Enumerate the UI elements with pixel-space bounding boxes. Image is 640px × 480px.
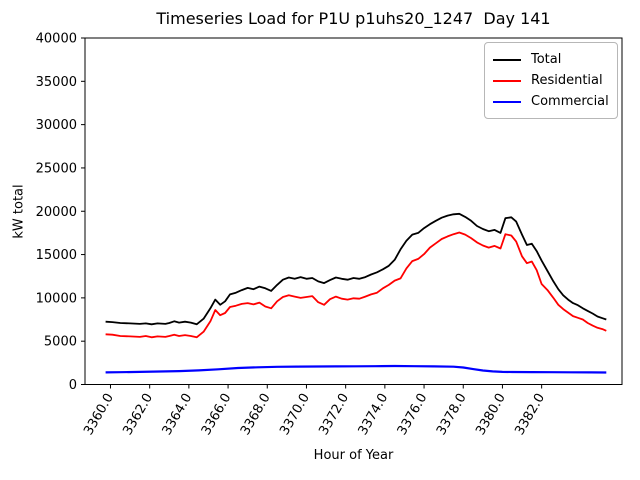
y-axis-label: kW total (11, 184, 27, 239)
x-tick-label: 3370.0 (277, 391, 313, 438)
y-tick-label: 40000 (36, 32, 77, 47)
x-tick-label: 3380.0 (473, 391, 509, 438)
legend-item-commercial: Commercial (493, 91, 609, 112)
y-tick-label: 30000 (36, 118, 77, 133)
legend: Total Residential Commercial (484, 42, 618, 119)
chart-title: Timeseries Load for P1U p1uhs20_1247 Day… (156, 9, 551, 28)
x-tick-label: 3378.0 (434, 391, 470, 438)
x-tick-label: 3382.0 (512, 391, 548, 438)
x-tick-label: 3360.0 (81, 391, 117, 438)
y-tick-label: 0 (69, 378, 77, 393)
y-tick-label: 35000 (36, 75, 77, 90)
legend-label-total: Total (531, 52, 562, 67)
x-tick-label: 3368.0 (238, 391, 274, 438)
total-line-swatch (493, 58, 521, 61)
series-line-total (105, 212, 607, 326)
residential-line-swatch (493, 79, 521, 82)
x-tick-label: 3364.0 (160, 391, 196, 438)
x-tick-label: 3376.0 (395, 391, 431, 438)
x-axis-label: Hour of Year (313, 448, 394, 463)
x-tick-label: 3366.0 (199, 391, 235, 438)
x-tick-label: 3374.0 (356, 391, 392, 438)
series-line-commercial (105, 364, 607, 374)
y-tick-label: 10000 (36, 291, 77, 306)
legend-item-residential: Residential (493, 70, 609, 91)
x-tick-label: 3372.0 (316, 391, 352, 438)
legend-item-total: Total (493, 49, 609, 70)
y-tick-label: 5000 (44, 335, 77, 350)
y-tick-label: 15000 (36, 248, 77, 263)
y-tick-label: 25000 (36, 161, 77, 176)
legend-label-residential: Residential (531, 73, 603, 88)
commercial-line-swatch (493, 100, 521, 103)
y-tick-label: 20000 (36, 205, 77, 220)
x-tick-label: 3362.0 (120, 391, 156, 438)
legend-label-commercial: Commercial (531, 94, 609, 109)
series-line-residential (105, 231, 607, 339)
